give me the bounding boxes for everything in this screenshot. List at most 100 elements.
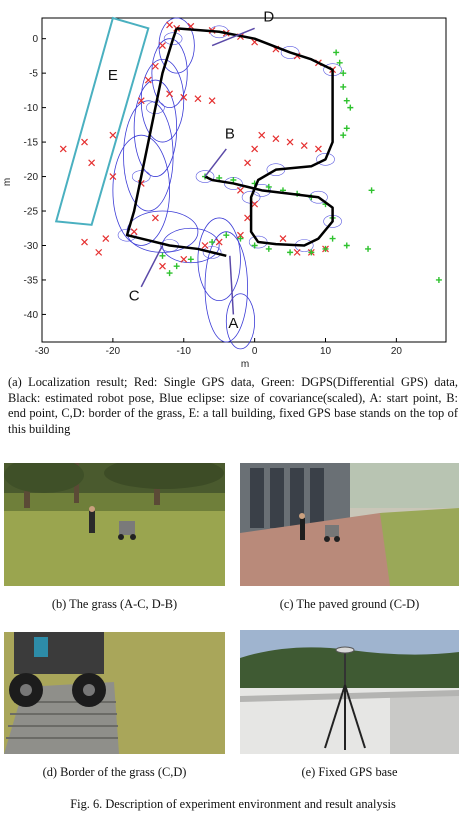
single-gps-point xyxy=(137,97,145,105)
covariance-ellipse xyxy=(112,134,170,246)
covariance-ellipse xyxy=(133,79,178,177)
plot-frame xyxy=(41,17,447,343)
subcaption-d: (d) Border of the grass (C,D) xyxy=(42,765,187,779)
point-label-a: A xyxy=(228,315,238,332)
covariance-ellipse xyxy=(195,170,215,183)
dgps-point xyxy=(336,59,343,66)
dgps-point xyxy=(340,83,347,90)
single-gps-point xyxy=(251,145,259,153)
dgps-point xyxy=(159,252,166,259)
point-label-e: E xyxy=(108,67,118,84)
covariance-ellipse xyxy=(151,38,188,109)
single-gps-point xyxy=(237,231,244,239)
photo-border-of-grass xyxy=(4,632,225,754)
dgps-point xyxy=(166,270,173,277)
covariance-ellipse xyxy=(204,231,248,343)
dgps-point xyxy=(237,235,244,242)
axis-ticks: -30 -20 -10 0 10 20 0 -5 -10 -15 -20 -25 -30 -35 -40 xyxy=(24,34,403,357)
single-gps-point xyxy=(109,173,117,180)
single-gps-point xyxy=(166,21,174,29)
single-gps-point xyxy=(314,145,322,153)
single-gps-point xyxy=(109,131,117,139)
main-caption: Fig. 6. Description of experiment enviro… xyxy=(70,797,396,811)
covariance-ellipse xyxy=(197,217,241,302)
x-tick-label: -10 xyxy=(177,346,192,357)
point-label-c: C xyxy=(129,288,140,305)
covariance-ellipse xyxy=(202,246,222,259)
label-arrows xyxy=(140,27,255,315)
single-gps-point xyxy=(159,262,166,270)
dgps-point xyxy=(347,104,354,111)
dgps-point xyxy=(329,235,336,242)
single-gps-point xyxy=(130,228,138,236)
single-gps-point xyxy=(88,159,96,167)
dgps-point xyxy=(230,177,237,183)
dgps-point xyxy=(365,245,372,252)
dgps-point xyxy=(333,49,340,56)
y-tick-label: 0 xyxy=(32,34,38,45)
point-label-b: B xyxy=(225,126,235,143)
caption-a: (a) Localization result; Red: Single GPS… xyxy=(8,375,458,436)
covariance-ellipse xyxy=(280,46,300,59)
single-gps-point xyxy=(81,238,88,246)
dgps-point xyxy=(435,276,442,283)
single-gps-point xyxy=(258,131,266,139)
photo-fixed-gps-base xyxy=(240,630,459,754)
y-tick-label: -25 xyxy=(24,207,39,218)
building-box xyxy=(54,16,150,226)
single-gps-point xyxy=(237,186,244,194)
dgps-point xyxy=(209,239,216,246)
y-tick-label: -40 xyxy=(24,310,39,321)
point-labels: A B C D E xyxy=(108,8,275,332)
single-gps-point xyxy=(293,248,301,256)
dgps-point xyxy=(173,263,180,270)
subcaption-b: (b) The grass (A-C, D-B) xyxy=(51,597,178,611)
single-gps-point xyxy=(59,145,67,153)
y-tick-label: -35 xyxy=(24,275,39,286)
single-gps-point xyxy=(279,235,287,243)
covariance-ellipse xyxy=(163,32,183,45)
covariance-ellipse xyxy=(117,228,137,242)
single-gps-point xyxy=(272,135,280,143)
dgps-point xyxy=(265,183,272,190)
single-gps-point xyxy=(251,200,259,208)
photo-paved-ground xyxy=(240,463,459,586)
y-axis-label: m xyxy=(2,178,13,186)
y-tick-label: -20 xyxy=(24,172,39,183)
covariance-ellipses xyxy=(112,17,342,350)
label-arrow xyxy=(229,255,235,315)
dgps-point xyxy=(187,256,194,263)
building-outline xyxy=(54,16,150,226)
point-label-d: D xyxy=(263,8,274,25)
covariance-ellipse xyxy=(123,100,174,212)
dgps-point xyxy=(223,232,230,239)
single-gps-point xyxy=(81,138,88,146)
estimated-pose-paths xyxy=(125,27,334,258)
single-gps-point xyxy=(166,90,174,98)
label-arrow xyxy=(211,27,255,47)
x-axis-label: m xyxy=(241,359,249,370)
subcaption-c: (c) The paved ground (C-D) xyxy=(279,597,420,611)
photo-grass xyxy=(4,463,225,586)
robot-pose-path xyxy=(125,27,227,258)
single-gps-point xyxy=(151,62,159,70)
dgps-points xyxy=(159,49,442,283)
x-tick-label: -20 xyxy=(106,346,121,357)
single-gps-point xyxy=(244,159,251,167)
dgps-point xyxy=(343,242,350,249)
dgps-point xyxy=(265,245,272,252)
single-gps-point xyxy=(300,142,308,149)
x-tick-label: 10 xyxy=(320,346,332,357)
single-gps-point xyxy=(144,76,152,84)
robot-pose-path xyxy=(176,27,334,247)
dgps-point xyxy=(251,242,258,249)
single-gps-point xyxy=(95,248,103,256)
single-gps-point xyxy=(102,235,110,243)
dgps-point xyxy=(343,125,350,132)
single-gps-point xyxy=(180,255,188,263)
single-gps-point xyxy=(159,42,166,49)
dgps-point xyxy=(287,249,294,256)
dgps-point xyxy=(343,97,350,104)
single-gps-point xyxy=(244,214,251,222)
dgps-point xyxy=(340,70,347,77)
